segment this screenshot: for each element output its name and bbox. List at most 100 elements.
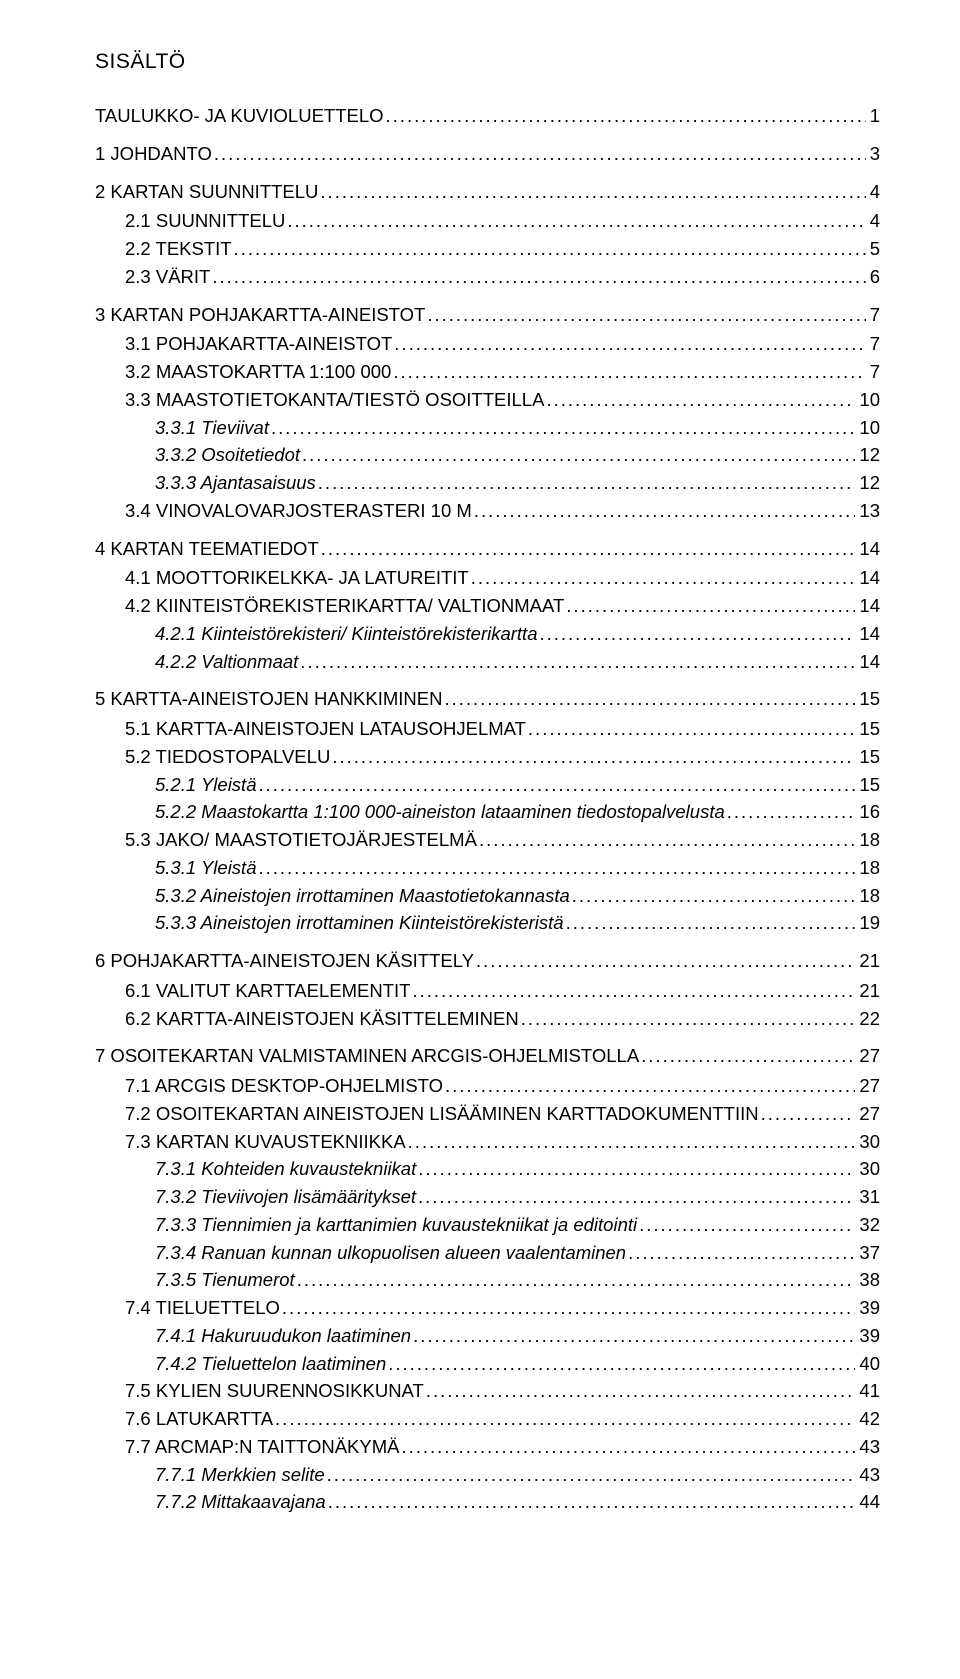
toc-dot-leader xyxy=(626,1239,855,1267)
toc-entry-label: 7.3 KARTAN KUVAUSTEKNIIKKA xyxy=(125,1128,406,1156)
toc-dot-leader xyxy=(564,592,855,620)
toc-entry-label: 3.2 MAASTOKARTTA 1:100 000 xyxy=(125,358,391,386)
toc-dot-leader xyxy=(526,715,856,743)
toc-entry-label: 7.3.3 Tiennimien ja karttanimien kuvaust… xyxy=(155,1211,637,1239)
toc-dot-leader xyxy=(570,882,856,910)
toc-entry-label: 3.1 POHJAKARTTA-AINEISTOT xyxy=(125,330,392,358)
toc-entry-label: 5.1 KARTTA-AINEISTOJEN LATAUSOHJELMAT xyxy=(125,715,526,743)
toc-entry-page: 10 xyxy=(855,386,880,414)
toc-dot-leader xyxy=(424,1377,856,1405)
toc-entry: 7.6 LATUKARTTA42 xyxy=(125,1405,880,1433)
toc-entry-label: 3.3.1 Tieviivat xyxy=(155,414,269,442)
toc-entry-page: 14 xyxy=(855,535,880,563)
toc-dot-leader xyxy=(637,1211,855,1239)
toc-dot-leader xyxy=(384,102,866,130)
toc-entry-page: 21 xyxy=(855,977,880,1005)
toc-entry-page: 4 xyxy=(866,207,880,235)
toc-entry: 5.2.1 Yleistä15 xyxy=(155,771,880,799)
toc-entry: 3.3 MAASTOTIETOKANTA/TIESTÖ OSOITTEILLA1… xyxy=(125,386,880,414)
toc-entry-page: 18 xyxy=(855,854,880,882)
toc-entry-label: 7.3.1 Kohteiden kuvaustekniikat xyxy=(155,1155,416,1183)
toc-dot-leader xyxy=(544,386,855,414)
toc-entry-label: 7.2 OSOITEKARTAN AINEISTOJEN LISÄÄMINEN … xyxy=(125,1100,759,1128)
toc-dot-leader xyxy=(474,947,855,975)
toc-entry-page: 40 xyxy=(855,1350,880,1378)
toc-dot-leader xyxy=(725,798,856,826)
toc-entry-label: 5.3.3 Aineistojen irrottaminen Kiinteist… xyxy=(155,909,564,937)
toc-entry: 7.4.2 Tieluettelon laatiminen 40 xyxy=(155,1350,880,1378)
toc-entry-label: 7.7.1 Merkkien selite xyxy=(155,1461,325,1489)
toc-entry: 4 KARTAN TEEMATIEDOT 14 xyxy=(95,535,880,563)
toc-dot-leader xyxy=(564,909,856,937)
document-title: SISÄLTÖ xyxy=(95,50,880,74)
toc-entry-page: 39 xyxy=(855,1322,880,1350)
toc-entry-label: 7.3.5 Tienumerot xyxy=(155,1266,295,1294)
toc-entry: 7.4 TIELUETTELO39 xyxy=(125,1294,880,1322)
toc-entry-page: 30 xyxy=(855,1155,880,1183)
toc-entry-label: 7.6 LATUKARTTA xyxy=(125,1405,273,1433)
toc-dot-leader xyxy=(442,685,855,713)
toc-entry-label: 6 POHJAKARTTA-AINEISTOJEN KÄSITTELY xyxy=(95,947,474,975)
toc-entry-page: 41 xyxy=(855,1377,880,1405)
toc-entry-page: 5 xyxy=(866,235,880,263)
toc-dot-leader xyxy=(391,358,865,386)
toc-entry-label: 1 JOHDANTO xyxy=(95,140,212,168)
toc-entry: 4.2 KIINTEISTÖREKISTERIKARTTA/ VALTIONMA… xyxy=(125,592,880,620)
toc-entry-label: 5.2.2 Maastokartta 1:100 000-aineiston l… xyxy=(155,798,725,826)
toc-entry-label: 2.3 VÄRIT xyxy=(125,263,210,291)
toc-entry-label: 7.4.2 Tieluettelon laatiminen xyxy=(155,1350,386,1378)
toc-entry: 6.2 KARTTA-AINEISTOJEN KÄSITTELEMINEN22 xyxy=(125,1005,880,1033)
toc-entry-page: 18 xyxy=(855,826,880,854)
toc-entry: 7.3.4 Ranuan kunnan ulkopuolisen alueen … xyxy=(155,1239,880,1267)
toc-entry-page: 10 xyxy=(855,414,880,442)
toc-dot-leader xyxy=(319,535,856,563)
toc-entry-page: 1 xyxy=(866,102,880,130)
toc-entry: 3.3.1 Tieviivat 10 xyxy=(155,414,880,442)
toc-entry-page: 27 xyxy=(855,1100,880,1128)
toc-entry-page: 30 xyxy=(855,1128,880,1156)
toc-entry: TAULUKKO- JA KUVIOLUETTELO 1 xyxy=(95,102,880,130)
toc-dot-leader xyxy=(411,1322,855,1350)
toc-entry-page: 12 xyxy=(855,469,880,497)
toc-entry-label: 3 KARTAN POHJAKARTTA-AINEISTOT xyxy=(95,301,425,329)
toc-entry-label: 4.1 MOOTTORIKELKKA- JA LATUREITIT xyxy=(125,564,469,592)
toc-entry-label: 7.4.1 Hakuruudukon laatiminen xyxy=(155,1322,411,1350)
toc-entry: 7.1 ARCGIS DESKTOP-OHJELMISTO27 xyxy=(125,1072,880,1100)
table-of-contents: TAULUKKO- JA KUVIOLUETTELO11 JOHDANTO32 … xyxy=(95,102,880,1516)
toc-entry: 4.1 MOOTTORIKELKKA- JA LATUREITIT 14 xyxy=(125,564,880,592)
toc-entry-label: 6.1 VALITUT KARTTAELEMENTIT xyxy=(125,977,410,1005)
toc-dot-leader xyxy=(295,1266,856,1294)
toc-entry: 2.3 VÄRIT 6 xyxy=(125,263,880,291)
toc-entry-page: 14 xyxy=(855,564,880,592)
toc-entry-label: 7.7 ARCMAP:N TAITTONÄKYMÄ xyxy=(125,1433,399,1461)
toc-entry-label: 4.2.1 Kiinteistörekisteri/ Kiinteistörek… xyxy=(155,620,537,648)
toc-entry-page: 31 xyxy=(855,1183,880,1211)
toc-entry: 1 JOHDANTO 3 xyxy=(95,140,880,168)
toc-dot-leader xyxy=(469,564,856,592)
toc-entry: 7.3.2 Tieviivojen lisämääritykset 31 xyxy=(155,1183,880,1211)
toc-dot-leader xyxy=(410,977,855,1005)
toc-entry: 7.3 KARTAN KUVAUSTEKNIIKKA 30 xyxy=(125,1128,880,1156)
toc-entry-page: 13 xyxy=(855,497,880,525)
toc-entry-page: 15 xyxy=(855,715,880,743)
toc-dot-leader xyxy=(443,1072,855,1100)
toc-entry-page: 7 xyxy=(866,330,880,358)
toc-entry-label: 7.4 TIELUETTELO xyxy=(125,1294,280,1322)
toc-dot-leader xyxy=(416,1155,855,1183)
toc-entry-label: 7.1 ARCGIS DESKTOP-OHJELMISTO xyxy=(125,1072,443,1100)
toc-entry: 3.4 VINOVALOVARJOSTERASTERI 10 M13 xyxy=(125,497,880,525)
toc-entry-label: 4 KARTAN TEEMATIEDOT xyxy=(95,535,319,563)
toc-entry: 3.1 POHJAKARTTA-AINEISTOT 7 xyxy=(125,330,880,358)
toc-entry-page: 44 xyxy=(855,1488,880,1516)
toc-dot-leader xyxy=(273,1405,855,1433)
toc-entry-page: 3 xyxy=(866,140,880,168)
toc-entry-page: 14 xyxy=(855,592,880,620)
toc-entry-label: 7.3.2 Tieviivojen lisämääritykset xyxy=(155,1183,416,1211)
toc-entry-page: 32 xyxy=(855,1211,880,1239)
toc-entry: 5.3 JAKO/ MAASTOTIETOJÄRJESTELMÄ18 xyxy=(125,826,880,854)
toc-entry-label: 2.2 TEKSTIT xyxy=(125,235,232,263)
toc-entry-label: TAULUKKO- JA KUVIOLUETTELO xyxy=(95,102,384,130)
toc-entry-label: 5.2 TIEDOSTOPALVELU xyxy=(125,743,330,771)
toc-entry-page: 37 xyxy=(855,1239,880,1267)
toc-entry-page: 6 xyxy=(866,263,880,291)
